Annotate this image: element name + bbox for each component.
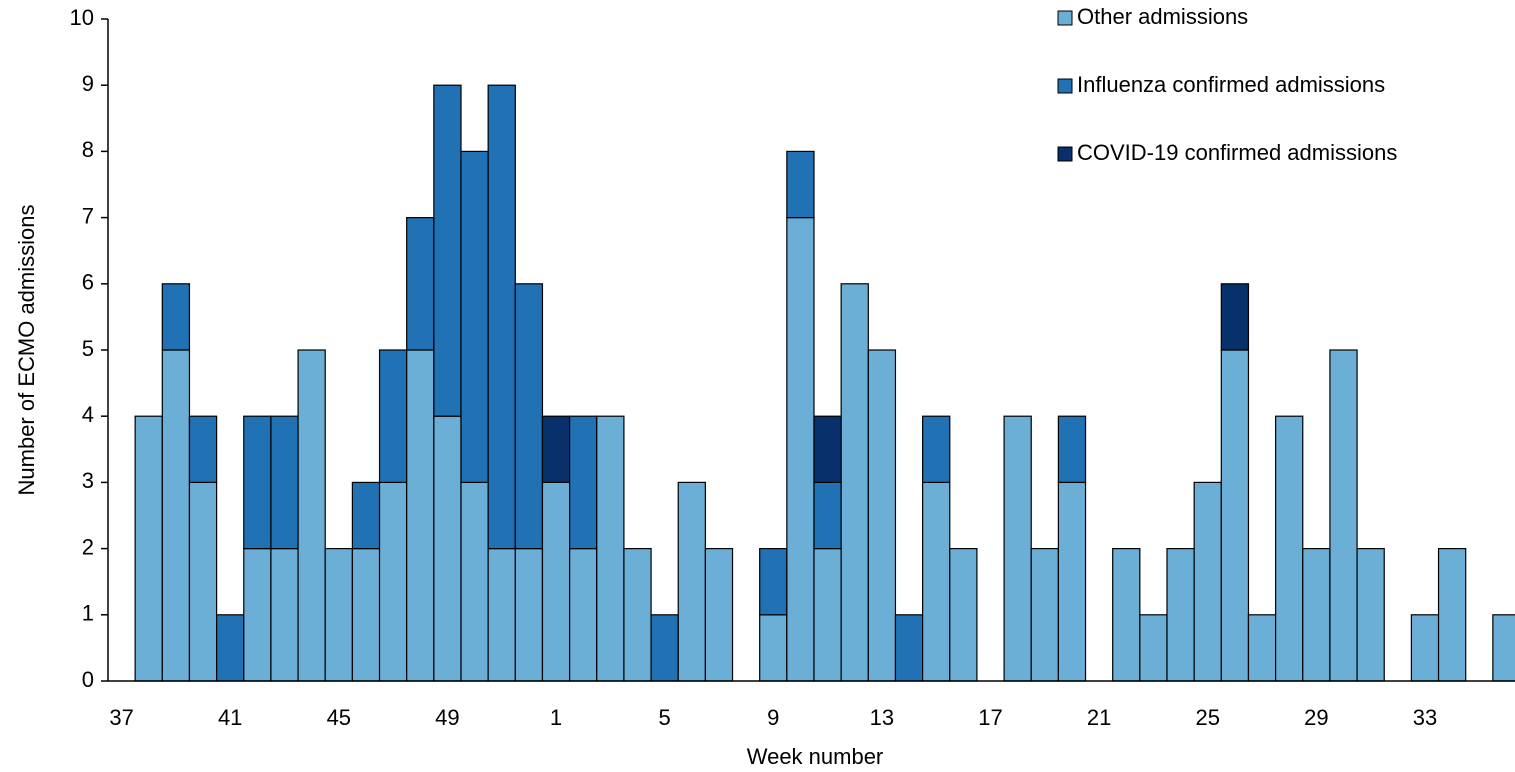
bar-segment <box>1112 547 1141 682</box>
bar-segment <box>161 283 191 351</box>
legend-swatch <box>1057 10 1073 26</box>
bar-segment <box>297 349 326 682</box>
bar-segment <box>541 481 571 682</box>
x-tick-label: 1 <box>550 705 562 730</box>
bar-segment <box>813 547 842 682</box>
bar-segment <box>1139 614 1168 682</box>
bar-segment <box>596 415 625 682</box>
bar-segment <box>243 415 272 550</box>
bar-segment <box>270 547 299 682</box>
x-tick-label: 25 <box>1195 705 1219 730</box>
bar-segment <box>569 547 598 682</box>
bar-segment <box>270 415 299 550</box>
bar-segment <box>351 481 381 550</box>
bar-segment <box>1275 415 1304 682</box>
bar-segment <box>1356 547 1385 682</box>
bar-segment <box>460 150 489 483</box>
bar-segment <box>1410 614 1440 682</box>
bar-segment <box>1166 547 1195 682</box>
bar-segment <box>1492 614 1515 682</box>
bar-segment <box>161 349 191 682</box>
bar-segment <box>1057 481 1087 682</box>
y-tick-label: 5 <box>82 336 94 361</box>
bar-segment <box>514 283 544 550</box>
y-tick-label: 7 <box>82 203 94 228</box>
bar-segment <box>433 415 462 682</box>
y-tick-label: 3 <box>82 468 94 493</box>
bar-segment <box>378 349 408 483</box>
legend-swatch <box>1057 78 1073 94</box>
x-tick-label: 33 <box>1413 705 1437 730</box>
y-tick-label: 2 <box>82 534 94 559</box>
bar-segment <box>759 614 788 682</box>
legend-label: Other admissions <box>1077 4 1248 29</box>
bar-segment <box>378 481 408 682</box>
bar-segment <box>351 547 381 682</box>
bar-segment <box>1003 415 1032 682</box>
bar-segment <box>1057 415 1087 484</box>
x-axis-title: Week number <box>747 744 884 769</box>
legend-label: Influenza confirmed admissions <box>1077 72 1385 97</box>
bar-segment <box>487 547 516 682</box>
bar-segment <box>324 547 353 682</box>
y-tick-label: 8 <box>82 137 94 162</box>
x-tick-label: 5 <box>659 705 671 730</box>
bar-segment <box>623 547 652 682</box>
bar-segment <box>1030 547 1059 682</box>
bar-segment <box>894 614 924 682</box>
bar-segment <box>487 84 516 550</box>
x-tick-label: 45 <box>327 705 351 730</box>
y-tick-label: 10 <box>70 5 94 30</box>
y-tick-label: 1 <box>82 601 94 626</box>
x-tick-label: 13 <box>870 705 894 730</box>
bar-segment <box>1220 349 1250 682</box>
x-tick-label: 9 <box>767 705 779 730</box>
bar-segment <box>1329 349 1358 682</box>
x-tick-label: 41 <box>218 705 242 730</box>
legend-swatch <box>1057 146 1073 162</box>
bar-segment <box>243 547 272 682</box>
bar-segment <box>216 614 245 682</box>
x-tick-label: 21 <box>1087 705 1111 730</box>
bar-segment <box>569 415 598 550</box>
bar-segment <box>406 349 435 682</box>
bar-segment <box>704 547 734 682</box>
x-tick-label: 49 <box>435 705 459 730</box>
bar-segment <box>134 415 163 682</box>
bar-segment <box>1437 547 1467 682</box>
y-axis-title: Number of ECMO admissions <box>14 205 39 496</box>
y-tick-label: 9 <box>82 71 94 96</box>
bar-segment <box>650 614 679 682</box>
bar-segment <box>759 547 788 616</box>
bar-segment <box>514 547 544 682</box>
bar-segment <box>922 415 951 484</box>
bar-segment <box>786 150 815 219</box>
bar-segment <box>541 415 571 484</box>
bar-segment <box>1247 614 1277 682</box>
y-tick-label: 4 <box>82 402 94 427</box>
bar-segment <box>188 415 218 484</box>
x-tick-label: 37 <box>109 705 133 730</box>
bar-segment <box>677 481 706 682</box>
x-tick-label: 29 <box>1304 705 1328 730</box>
bar-segment <box>867 349 897 682</box>
x-tick-label: 17 <box>978 705 1002 730</box>
legend-label: COVID-19 confirmed admissions <box>1077 140 1397 165</box>
y-tick-label: 0 <box>82 667 94 692</box>
bar-segment <box>786 217 815 682</box>
bar-segment <box>1302 547 1331 682</box>
bar-segment <box>433 84 462 417</box>
bar-segment <box>949 547 978 682</box>
bar-segment <box>813 481 842 550</box>
bar-segment <box>406 217 435 351</box>
bar-segment <box>188 481 218 682</box>
bar-segment <box>1193 481 1222 682</box>
bar-segment <box>1220 283 1250 351</box>
y-tick-label: 6 <box>82 270 94 295</box>
bar-segment <box>460 481 489 682</box>
bar-segment <box>813 415 842 484</box>
bar-segment <box>922 481 951 682</box>
bar-segment <box>840 283 869 682</box>
